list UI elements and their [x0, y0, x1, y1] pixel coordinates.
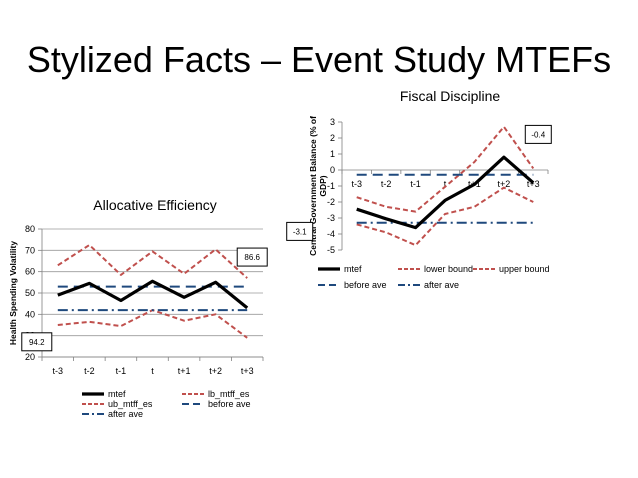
chart1-legend-label: before ave — [208, 399, 251, 409]
chart1-y-tick-label: 70 — [25, 245, 35, 255]
chart2-y-tick-label: -4 — [327, 229, 335, 239]
chart2-y-tick-label: -3 — [327, 213, 335, 223]
chart2-legend-label: lower bound — [424, 264, 473, 274]
chart1-y-tick-label: 60 — [25, 267, 35, 277]
chart2-series-line-upper-bound — [356, 125, 535, 213]
chart1-y-tick-label: 80 — [25, 224, 35, 234]
chart2-annotation-box — [524, 124, 552, 144]
chart1-series-line-ub-mtff-es — [57, 244, 248, 279]
chart1-x-tick-label: t+1 — [178, 366, 191, 376]
chart2-x-tick-label: t-2 — [381, 179, 392, 189]
chart2-y-tick-label: 3 — [330, 117, 335, 127]
chart1-y-tick-label: 20 — [25, 352, 35, 362]
chart2-x-tick-label: t+2 — [497, 179, 510, 189]
chart1-annotation-label: 86.6 — [244, 253, 260, 262]
chart1-annotation-box — [21, 332, 53, 352]
chart2-annotation-label: -3.1 — [293, 227, 307, 236]
chart1-annotation-label: 94.2 — [29, 338, 45, 347]
chart2-legend-label: after ave — [424, 280, 459, 290]
chart1-x-tick-label: t+2 — [209, 366, 222, 376]
chart2-title: Fiscal Discipline — [400, 88, 501, 104]
chart1-y-tick-label: 40 — [25, 309, 35, 319]
chart2-y-tick-label: 1 — [330, 149, 335, 159]
chart1-y-axis-label: Health Spending Volatility — [8, 241, 18, 345]
chart2-series-line-lower-bound — [356, 186, 534, 247]
chart1-title: Allocative Efficiency — [93, 197, 216, 213]
chart2-annotation-label: -0.4 — [531, 130, 545, 139]
chart2-y-tick-label: -2 — [327, 197, 335, 207]
chart1-x-tick-label: t-1 — [116, 366, 127, 376]
chart1-series-line-mtef — [57, 279, 249, 310]
chart2-x-tick-label: t-1 — [410, 179, 421, 189]
chart1-annotation-box — [236, 247, 268, 267]
chart2-x-tick-label: t — [444, 179, 447, 189]
chart1-legend-label: ub_mtff_es — [108, 399, 153, 409]
chart1-x-tick-label: t — [151, 366, 154, 376]
chart2-y-tick-label: 0 — [330, 165, 335, 175]
chart2-y-tick-label: -5 — [327, 245, 335, 255]
chart2-series-line-mtef — [356, 155, 535, 230]
chart1-legend-label: lb_mtff_es — [208, 389, 250, 399]
chart2-x-tick-label: t-3 — [351, 179, 362, 189]
chart1-legend-label: mtef — [108, 389, 126, 399]
chart2-y-tick-label: 2 — [330, 133, 335, 143]
chart1-y-tick-label: 50 — [25, 288, 35, 298]
chart1-x-tick-label: t-2 — [84, 366, 95, 376]
chart1-x-tick-label: t-3 — [53, 366, 64, 376]
chart2-legend-label: before ave — [344, 280, 387, 290]
chart2-y-tick-label: -1 — [327, 181, 335, 191]
chart1-x-tick-label: t+3 — [241, 366, 254, 376]
chart1-legend-label: after ave — [108, 409, 143, 419]
chart2-y-axis-label-line: GDP) — [318, 175, 328, 196]
chart2-annotation-box — [286, 221, 314, 241]
chart2-y-axis-label-line: Central Government Balance (% of — [308, 116, 318, 256]
chart2-x-tick-label: t+3 — [527, 179, 540, 189]
chart2-legend-label: upper bound — [499, 264, 550, 274]
chart2-y-axis-label: Central Government Balance (% ofGDP) — [308, 116, 328, 256]
chart2-legend-label: mtef — [344, 264, 362, 274]
slide-title: Stylized Facts – Event Study MTEFs — [26, 39, 612, 80]
